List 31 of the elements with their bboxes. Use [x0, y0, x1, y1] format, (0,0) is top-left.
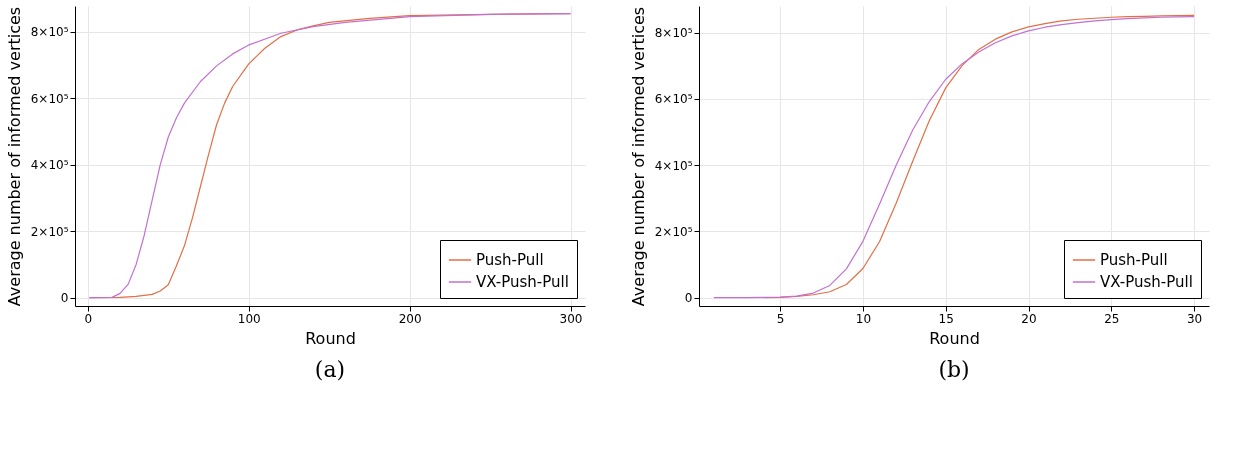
x-tick-label: 10: [855, 311, 872, 326]
y-tick-label: 2×10⁵: [654, 224, 693, 239]
legend-label: VX-Push-Pull: [1100, 273, 1193, 291]
y-axis-title: Average number of informed vertices: [628, 6, 648, 307]
x-tick-label: 5: [776, 311, 785, 326]
x-tick-label: 0: [84, 311, 93, 326]
text: (a): [314, 357, 346, 382]
x-tick-label: 25: [1104, 311, 1120, 326]
x-tick-label: 200: [398, 311, 422, 326]
y-tick-label: 8×10⁵: [30, 25, 69, 40]
y-axis-title: Average number of informed vertices: [4, 6, 24, 307]
y-tick-label: 8×10⁵: [654, 26, 693, 41]
y-tick-label: 4×10⁵: [654, 158, 693, 173]
x-tick-label: 20: [1021, 311, 1037, 326]
legend-label: Push-Pull: [1100, 251, 1168, 269]
y-tick-label: 0: [60, 291, 69, 306]
x-tick-label: 100: [237, 311, 261, 326]
y-tick-label: 0: [684, 291, 693, 306]
y-tick-label: 2×10⁵: [30, 224, 69, 239]
x-tick-label: 300: [559, 311, 583, 326]
legend-label: VX-Push-Pull: [476, 273, 569, 291]
text: (b): [938, 357, 970, 382]
y-tick-label: 4×10⁵: [30, 158, 69, 173]
line-series: [88, 13, 572, 299]
x-tick-label: 30: [1186, 311, 1203, 326]
x-axis-title: Round: [305, 328, 356, 348]
y-tick-label: 6×10⁵: [30, 91, 69, 106]
x-axis-title: Round: [929, 328, 980, 348]
legend-label: Push-Pull: [476, 251, 544, 269]
y-tick-label: 6×10⁵: [654, 92, 693, 107]
x-tick-label: 15: [938, 311, 954, 326]
